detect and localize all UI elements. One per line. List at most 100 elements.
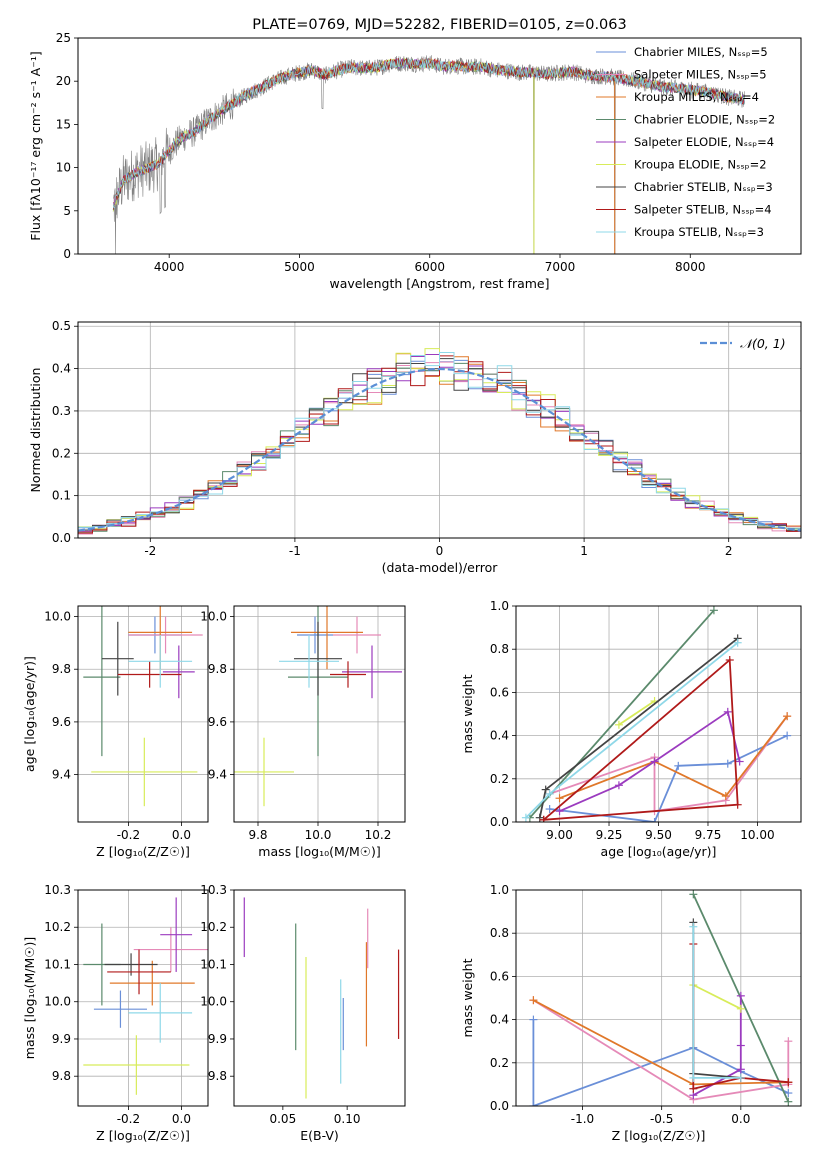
y-tick-label: 0.6: [490, 685, 509, 699]
legend-label: Salpeter ELODIE, Nₛₛₚ=4: [634, 135, 774, 149]
y-tick-label: 0.4: [52, 362, 71, 376]
mass-weight-series-line: [692, 984, 742, 1010]
errorbar-point: [91, 737, 198, 807]
y-tick-label: 0.5: [52, 319, 71, 333]
plus-marker: [733, 638, 742, 647]
y-tick-label: 9.9: [208, 1032, 227, 1046]
plot-area-mass_vs_ebv: [243, 897, 400, 1099]
plus-marker: [784, 1089, 793, 1098]
plus-marker: [545, 789, 554, 798]
plus-marker: [541, 785, 550, 794]
y-tick-label: 10.0: [200, 995, 227, 1009]
plus-marker: [689, 922, 698, 931]
plot-area-age_vs_mass: [234, 606, 402, 807]
mass-weight-series-line: [692, 995, 742, 1096]
y-tick-label: 9.8: [208, 1069, 227, 1083]
x-tick-label: 1: [580, 544, 588, 558]
y-tick-label: 0.0: [490, 1099, 509, 1113]
y-tick-label: 15: [56, 117, 71, 131]
x-axis-label: Z [log₁₀(Z/Z☉)]: [96, 844, 190, 859]
y-tick-label: 0.0: [490, 815, 509, 829]
y-tick-label: 0.4: [490, 729, 509, 743]
mass-weight-series-line: [532, 999, 789, 1086]
plus-marker: [529, 996, 538, 1005]
y-axis-label: age [log₁₀(age/yr)]: [22, 656, 37, 772]
errorbar-point: [279, 634, 339, 688]
axes-border: [77, 37, 802, 255]
y-tick-label: 9.8: [208, 662, 227, 676]
panel-mass_vs_z: -0.2 0.0 9.8 9.9 10.0 10.1 10.2 10.3 Z [log₁₀(Z/…: [22, 883, 209, 1143]
panel-mass_weight_vs_age: 9.00 9.25 9.50 9.75 10.00 0.0 0.2 0.4 0.6 0.8 1.0 a…: [460, 599, 802, 859]
x-tick-label: -0.5: [650, 1112, 673, 1126]
y-tick-label: 10.2: [44, 920, 71, 934]
y-tick-label: 9.6: [208, 715, 227, 729]
y-tick-label: 0.2: [52, 446, 71, 460]
y-tick-label: 5: [63, 204, 71, 218]
x-tick-label: 9.8: [248, 828, 267, 842]
errorbar-point: [101, 621, 134, 696]
panel-spectrum: 4000 5000 6000 7000 8000 0 5 10 15 20 25 wavelength…: [28, 17, 802, 291]
x-tick-label: 9.50: [645, 828, 672, 842]
legend-label: Kroupa STELIB, Nₛₛₚ=3: [634, 225, 764, 239]
y-tick-label: 10.1: [44, 957, 71, 971]
x-tick-label: 10.00: [740, 828, 774, 842]
panel-mass_weight_vs_z: -1.0 -0.5 0.0 0.0 0.2 0.4 0.6 0.8 1.0 Z [log₁₀(Z/…: [460, 883, 802, 1143]
legend-label: Salpeter STELIB, Nₛₛₚ=4: [634, 203, 772, 217]
mass-weight-series-line: [692, 926, 741, 1079]
histogram-step-line: [78, 352, 801, 538]
legend: 𝒩(0, 1): [700, 336, 786, 351]
errorbar-point: [128, 616, 203, 654]
x-tick-label: 8000: [675, 260, 706, 274]
y-tick-label: 1.0: [490, 883, 509, 897]
axes-border: [233, 889, 406, 1107]
y-tick-label: 10.0: [200, 610, 227, 624]
y-tick-label: 10.3: [200, 883, 227, 897]
x-tick-label: 0.0: [731, 1112, 750, 1126]
plus-marker: [736, 1041, 745, 1050]
y-tick-label: 0: [63, 247, 71, 261]
y-tick-label: 10.2: [200, 920, 227, 934]
legend-label: 𝒩(0, 1): [740, 336, 786, 351]
errorbar-point: [333, 616, 381, 654]
legend-label: Kroupa ELODIE, Nₛₛₚ=2: [634, 158, 767, 172]
mass-weight-series-line: [559, 715, 788, 800]
plus-marker: [545, 805, 554, 814]
x-tick-label: 9.75: [695, 828, 722, 842]
axes-border: [233, 605, 406, 823]
errorbar-point: [133, 927, 208, 972]
plot-area-spectrum: [112, 55, 746, 254]
x-tick-label: -0.2: [117, 1112, 140, 1126]
y-axis-label: mass weight: [460, 958, 475, 1037]
axes-frame-mass_vs_z: -0.2 0.0 9.8 9.9 10.0 10.1 10.2 10.3: [44, 883, 209, 1126]
y-axis-label: Flux [fλ10⁻¹⁷ erg cm⁻² s⁻¹ A⁻¹]: [28, 51, 43, 240]
y-tick-label: 9.6: [52, 715, 71, 729]
errorbar-point: [83, 606, 121, 757]
plus-marker: [650, 818, 659, 822]
legend-label: Salpeter MILES, Nₛₛₚ=5: [634, 68, 767, 82]
x-tick-label: 2: [725, 544, 733, 558]
x-tick-label: -0.2: [117, 828, 140, 842]
plus-marker: [723, 759, 732, 768]
errorbar-point: [234, 737, 294, 807]
x-tick-label: -1.0: [571, 1112, 594, 1126]
legend-label: Chabrier MILES, Nₛₛₚ=5: [634, 45, 768, 59]
y-tick-label: 9.4: [208, 768, 227, 782]
y-tick-label: 0.3: [52, 404, 71, 418]
x-axis-label: Z [log₁₀(Z/Z☉)]: [612, 1128, 706, 1143]
plus-marker: [555, 794, 564, 803]
x-tick-label: 7000: [545, 260, 576, 274]
plus-marker: [735, 757, 744, 766]
legend-label: Chabrier STELIB, Nₛₛₚ=3: [634, 180, 773, 194]
x-tick-label: 5000: [284, 260, 315, 274]
mass-weight-series-line: [543, 658, 739, 821]
plus-marker: [709, 606, 718, 615]
plus-marker: [674, 761, 683, 770]
y-tick-label: 10.0: [44, 610, 71, 624]
x-axis-label: age [log₁₀(age/yr)]: [601, 844, 717, 859]
axes-frame-mass_vs_ebv: 0.05 0.10 9.8 9.9 10.0 10.1 10.2 10.3: [200, 883, 406, 1126]
plus-marker: [529, 1102, 538, 1106]
plus-marker: [650, 757, 659, 766]
plot-area-residuals: [78, 348, 801, 538]
x-tick-label: 10.0: [305, 828, 332, 842]
errorbar-point: [330, 661, 366, 688]
